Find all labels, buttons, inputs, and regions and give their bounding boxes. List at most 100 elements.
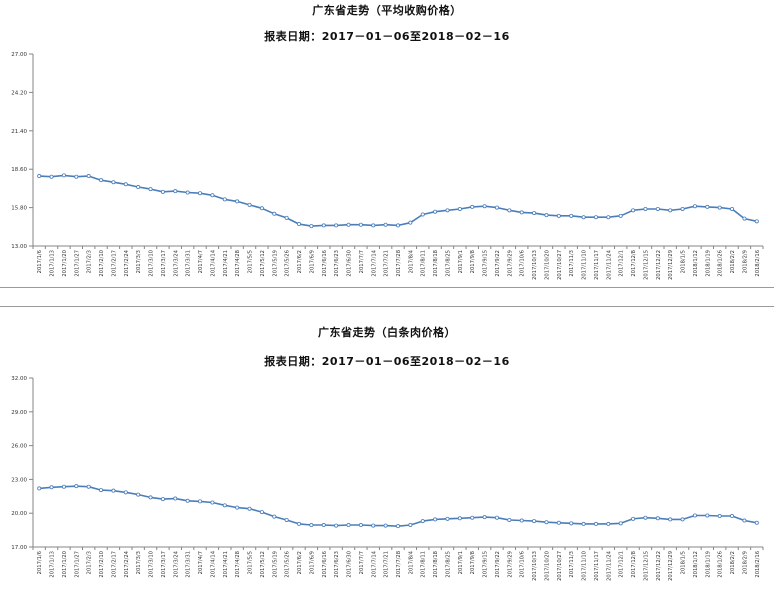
x-tick-label: 2017/8/11 (421, 551, 427, 578)
data-point (111, 180, 116, 185)
data-point (222, 503, 227, 508)
x-tick-label: 2017/4/21 (223, 551, 229, 578)
data-point (470, 204, 475, 209)
data-point (544, 520, 549, 525)
data-point (433, 517, 438, 522)
x-tick-label: 2017/7/7 (359, 250, 365, 273)
data-point (581, 521, 586, 526)
x-tick-label: 2017/2/24 (124, 249, 130, 276)
data-point (222, 197, 227, 202)
x-tick-label: 2017/9/8 (470, 250, 476, 273)
y-tick-label: 21.40 (11, 129, 27, 135)
chart-panel-purchase-price: 广东省走势（平均收购价格） 报表日期：2017－01－06至2018－02－16… (0, 0, 774, 288)
data-point (198, 499, 203, 504)
data-point (730, 514, 735, 519)
data-point (754, 219, 759, 224)
y-tick-label: 32.00 (11, 376, 27, 382)
data-point (235, 199, 240, 204)
data-point (123, 490, 128, 495)
data-point (482, 204, 487, 209)
data-point (235, 505, 240, 510)
x-tick-label: 2017/12/22 (656, 250, 662, 280)
data-point (457, 206, 462, 211)
x-tick-label: 2017/8/18 (433, 250, 439, 277)
x-tick-label: 2017/10/27 (557, 551, 563, 581)
data-point (606, 521, 611, 526)
x-tick-label: 2017/3/3 (136, 551, 142, 574)
x-tick-label: 2017/11/24 (606, 249, 612, 280)
data-point (37, 174, 42, 179)
x-tick-label: 2017/3/3 (136, 250, 142, 273)
x-tick-label: 2017/6/16 (322, 551, 328, 578)
x-tick-label: 2017/12/1 (619, 551, 625, 578)
x-tick-label: 2018/1/26 (718, 250, 724, 277)
data-point (86, 174, 91, 179)
x-tick-label: 2017/5/19 (272, 551, 278, 578)
data-point (272, 211, 277, 216)
data-point (482, 515, 487, 520)
x-tick-label: 2017/10/27 (557, 250, 563, 280)
data-point (123, 182, 128, 187)
x-tick-label: 2017/12/29 (668, 250, 674, 280)
x-tick-label: 2017/2/17 (111, 250, 117, 277)
data-point (655, 516, 660, 521)
x-tick-label: 2017/7/7 (359, 551, 365, 574)
data-point (136, 492, 141, 497)
x-tick-label: 2017/1/6 (37, 551, 43, 574)
x-tick-label: 2017/3/17 (161, 250, 167, 277)
x-tick-label: 2017/7/28 (396, 551, 402, 578)
data-point (346, 523, 351, 528)
y-tick-label: 18.60 (11, 167, 27, 173)
x-tick-label: 2017/2/3 (87, 551, 93, 574)
x-tick-label: 2017/9/1 (458, 250, 464, 273)
x-tick-label: 2017/3/24 (173, 550, 179, 577)
x-tick-label: 2017/5/5 (248, 250, 254, 273)
y-tick-label: 20.00 (11, 511, 27, 517)
data-point (754, 520, 759, 525)
x-tick-label: 2018/1/26 (718, 551, 724, 578)
x-tick-label: 2017/6/2 (297, 250, 303, 273)
y-tick-label: 13.00 (11, 244, 27, 250)
data-point (173, 496, 178, 501)
data-point (49, 174, 54, 179)
data-point (210, 193, 215, 198)
x-tick-label: 2017/1/20 (62, 250, 68, 277)
x-tick-label: 2017/10/13 (532, 250, 538, 280)
data-point (334, 223, 339, 228)
x-tick-label: 2017/11/24 (606, 550, 612, 581)
data-point (309, 523, 314, 528)
x-tick-label: 2017/9/15 (483, 551, 489, 578)
x-tick-label: 2017/7/21 (384, 551, 390, 578)
x-tick-label: 2017/12/1 (619, 250, 625, 277)
x-tick-label: 2017/4/21 (223, 250, 229, 277)
x-tick-label: 2017/6/23 (334, 551, 340, 578)
x-tick-label: 2017/2/24 (124, 550, 130, 577)
x-tick-label: 2017/7/14 (371, 550, 377, 577)
x-tick-label: 2017/6/30 (347, 250, 353, 277)
x-tick-label: 2017/10/13 (532, 551, 538, 581)
x-tick-label: 2017/2/17 (111, 551, 117, 578)
data-point (507, 517, 512, 522)
x-tick-label: 2017/9/1 (458, 551, 464, 574)
data-point (371, 523, 376, 528)
x-tick-label: 2018/1/5 (681, 250, 687, 273)
x-tick-label: 2017/9/15 (483, 250, 489, 277)
data-point (581, 215, 586, 220)
data-point (185, 498, 190, 503)
y-tick-label: 15.80 (11, 206, 27, 212)
x-tick-label: 2017/3/17 (161, 551, 167, 578)
data-point (321, 223, 326, 228)
y-tick-label: 17.00 (11, 545, 27, 551)
x-tick-label: 2017/5/12 (260, 250, 266, 277)
data-point (148, 495, 153, 500)
data-point (643, 515, 648, 520)
data-point (494, 205, 499, 210)
data-point (99, 178, 104, 183)
data-point (61, 173, 66, 178)
data-point (556, 213, 561, 218)
data-point (593, 521, 598, 526)
x-tick-label: 2018/2/16 (755, 250, 761, 277)
data-point (569, 213, 574, 218)
x-tick-label: 2017/8/11 (421, 250, 427, 277)
data-point (297, 222, 302, 227)
